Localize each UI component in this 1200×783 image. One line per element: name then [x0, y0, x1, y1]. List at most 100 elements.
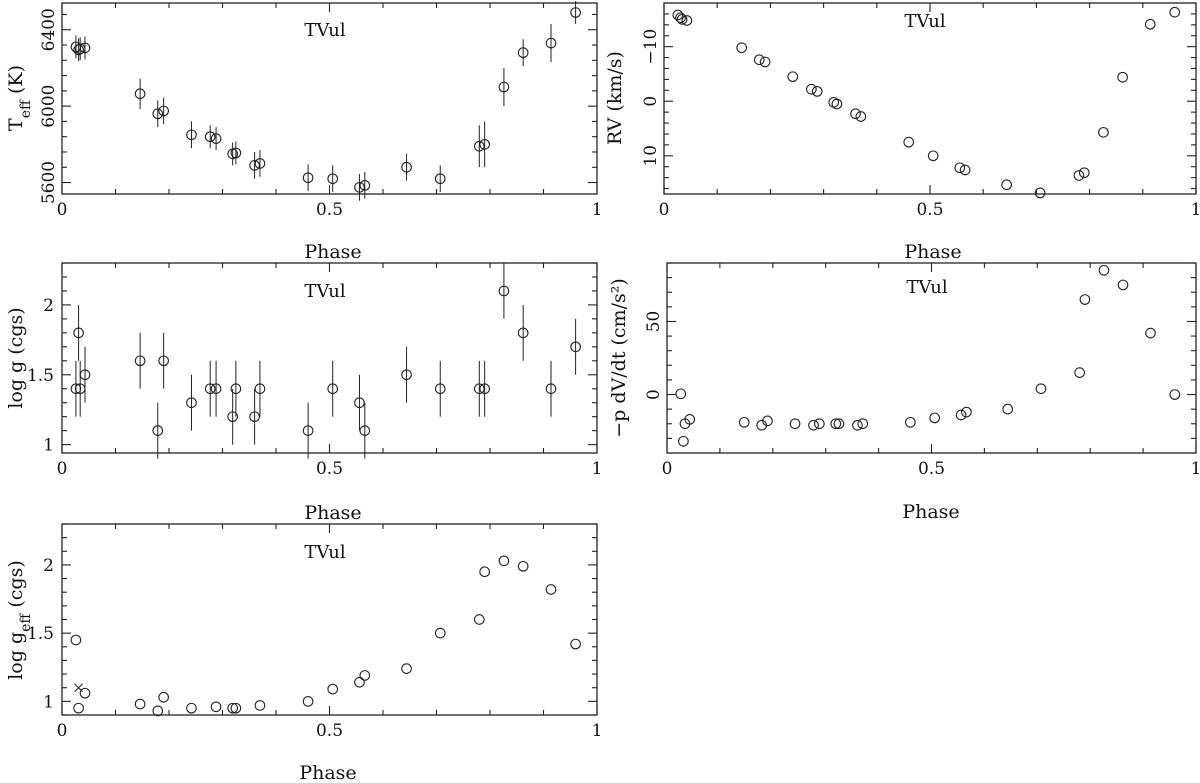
data-point	[852, 419, 863, 431]
y-tick-label: 10	[641, 145, 661, 167]
data-point	[787, 71, 799, 83]
pdvdt-y-label: −p dV/dt (cm/s²)	[608, 278, 630, 438]
data-point	[327, 683, 339, 695]
data-point	[227, 411, 239, 423]
data-point	[678, 435, 689, 447]
data-point	[158, 105, 169, 117]
teff-ticks	[61, 3, 598, 194]
data-point	[684, 414, 696, 425]
data-point	[831, 98, 843, 110]
data-point	[210, 383, 222, 395]
data-point	[254, 158, 266, 169]
data-point	[79, 42, 91, 54]
data-point	[675, 388, 687, 400]
data-point	[401, 161, 412, 173]
data-point	[434, 627, 446, 639]
data-point	[473, 140, 485, 152]
logg-panel: 0 0.5 1 11.52 TVul Phase log g (cgs)	[5, 262, 603, 524]
data-point	[73, 44, 84, 56]
data-point	[1002, 403, 1014, 415]
data-point	[1169, 389, 1181, 400]
x-tick-label: 1	[1191, 459, 1200, 479]
rv-x-tick-labels: 0 0.5 1	[659, 200, 1200, 220]
data-point	[681, 15, 693, 26]
logg-y-label: log g (cgs)	[5, 307, 27, 408]
data-point	[249, 160, 260, 171]
pdvdt-markers	[675, 264, 1181, 447]
teff-markers	[70, 7, 581, 193]
data-point	[830, 418, 842, 430]
data-point	[1098, 126, 1109, 138]
data-point	[1078, 167, 1090, 179]
data-point	[70, 634, 82, 646]
data-point	[230, 147, 242, 159]
data-point	[545, 37, 557, 49]
data-point	[302, 696, 314, 707]
loggeff-x-label: Phase	[299, 762, 356, 783]
pdvdt-title: TVul	[906, 277, 947, 298]
teff-title: TVul	[304, 20, 345, 41]
data-point	[254, 700, 266, 711]
data-point	[204, 383, 216, 395]
loggeff-y-label-rest: (cgs)	[5, 560, 27, 613]
logg-y-tick-labels: 11.52	[27, 296, 54, 456]
data-point	[134, 698, 146, 710]
data-point	[186, 129, 197, 141]
logg-x-tick-labels: 0 0.5 1	[57, 459, 603, 479]
pdvdt-panel: 0 0.5 1 050 TVul Phase −p dV/dt (cm/s²)	[608, 262, 1200, 523]
data-point	[1074, 367, 1085, 378]
teff-x-tick-labels: 0 0.5 1	[57, 200, 603, 220]
data-point	[354, 397, 365, 409]
data-point	[401, 663, 412, 674]
y-tick-label: −10	[641, 29, 661, 65]
y-tick-label: 2	[43, 556, 54, 576]
data-point	[1144, 18, 1156, 30]
data-point	[498, 81, 510, 93]
x-tick-label: 0.5	[316, 721, 343, 741]
data-point	[158, 691, 169, 703]
data-point	[850, 108, 861, 120]
data-point	[1145, 327, 1156, 339]
data-point	[738, 416, 750, 428]
data-point	[736, 42, 748, 54]
data-point	[434, 383, 446, 395]
data-point	[74, 383, 86, 395]
data-point	[1073, 170, 1085, 181]
teff-y-label-rest: (K)	[5, 65, 27, 100]
data-point	[479, 566, 491, 578]
loggeff-y-tick-labels: 11.52	[27, 556, 54, 712]
y-tick-label: 0	[641, 96, 661, 107]
data-point	[517, 560, 529, 572]
data-point	[473, 614, 485, 625]
data-point	[302, 425, 314, 436]
data-point	[498, 555, 510, 567]
loggeff-y-label-main: log g	[5, 632, 27, 680]
data-point	[186, 397, 197, 409]
data-point	[1117, 71, 1128, 83]
data-point	[354, 676, 365, 688]
data-point	[327, 173, 339, 185]
x-tick-label: 0	[57, 459, 68, 479]
data-point	[254, 383, 266, 395]
data-point-cross	[74, 683, 83, 693]
y-tick-label: 6400	[39, 8, 59, 51]
data-point	[806, 83, 817, 95]
loggeff-y-label: log geff (cgs)	[5, 560, 34, 680]
y-tick-label: 2	[43, 296, 54, 316]
data-point	[79, 687, 91, 699]
data-point	[1001, 179, 1012, 191]
x-tick-label: 0.5	[316, 459, 343, 479]
data-point	[808, 419, 819, 431]
data-point	[79, 369, 91, 381]
y-tick-label: 1.5	[27, 624, 54, 644]
data-point	[186, 702, 197, 714]
data-point	[570, 638, 581, 650]
data-point	[70, 383, 82, 395]
teff-y-tick-labels: 5600 6000 6400	[39, 8, 59, 204]
rv-markers	[672, 6, 1181, 199]
data-point	[230, 702, 242, 714]
y-tick-label: 6000	[39, 85, 59, 128]
rv-ticks	[663, 2, 1197, 194]
loggeff-x-tick-labels: 0 0.5 1	[57, 721, 603, 741]
